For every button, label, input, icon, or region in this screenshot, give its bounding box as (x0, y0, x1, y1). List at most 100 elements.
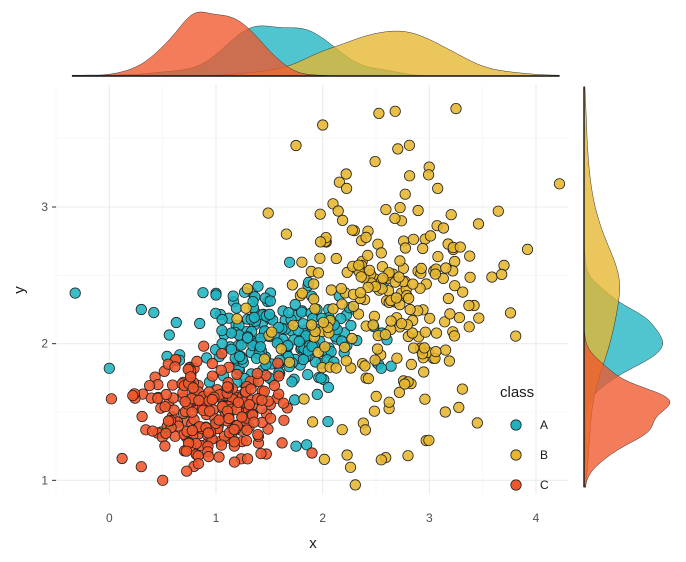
data-point (232, 396, 244, 408)
data-point (383, 396, 395, 408)
data-point (206, 357, 218, 370)
data-point (162, 415, 175, 427)
data-point (314, 252, 326, 264)
data-point (227, 290, 239, 302)
data-point (471, 417, 483, 429)
data-point (287, 319, 299, 331)
data-point (432, 182, 444, 194)
series-B (231, 103, 566, 491)
data-point (407, 233, 420, 245)
data-point (245, 383, 257, 395)
data-point (391, 352, 403, 364)
data-point (192, 458, 204, 470)
data-point (419, 393, 431, 405)
data-point (266, 326, 278, 338)
data-point (135, 461, 147, 473)
data-point (496, 268, 508, 280)
data-point (404, 303, 416, 316)
data-point (103, 362, 115, 374)
data-point (280, 228, 292, 240)
data-point (216, 313, 228, 326)
data-point (394, 202, 406, 214)
data-point (317, 316, 329, 328)
data-point (317, 119, 329, 131)
x-axis-ticks: 0 1 2 3 4 (106, 511, 540, 525)
data-point (336, 298, 348, 310)
data-point (204, 405, 216, 417)
data-point (322, 415, 334, 428)
data-point (330, 252, 342, 265)
data-point (327, 303, 339, 315)
x-tick-label: 0 (106, 511, 113, 525)
data-point (457, 286, 469, 298)
data-point (417, 242, 429, 255)
data-point (430, 327, 443, 339)
data-point (359, 360, 371, 372)
series-C (105, 340, 318, 486)
data-point (330, 362, 342, 374)
data-point (406, 327, 418, 339)
data-point (228, 423, 240, 435)
data-point (318, 453, 330, 465)
data-point (380, 204, 392, 216)
data-point (393, 271, 405, 283)
data-point (242, 453, 254, 465)
data-point (352, 308, 365, 320)
data-point (359, 424, 371, 436)
data-point (293, 335, 305, 347)
data-point (392, 143, 404, 155)
data-point (439, 406, 451, 418)
data-point (403, 292, 415, 304)
data-point (339, 341, 351, 353)
data-point (234, 350, 246, 363)
data-point (223, 412, 235, 425)
data-point (306, 447, 318, 459)
data-point (362, 249, 374, 261)
data-point (169, 361, 181, 373)
data-point (191, 355, 203, 367)
data-point (277, 397, 290, 409)
data-point (363, 264, 376, 276)
legend-label-C: C (540, 478, 549, 492)
data-point (302, 368, 314, 381)
data-point (221, 381, 234, 393)
data-point (449, 280, 461, 292)
data-point (332, 205, 344, 217)
data-point (375, 247, 387, 259)
data-point (228, 436, 240, 448)
data-point (198, 340, 210, 352)
data-point (345, 319, 357, 332)
data-point (213, 451, 225, 463)
data-point (424, 312, 436, 324)
data-point (228, 456, 241, 468)
data-point (278, 414, 290, 426)
data-point (255, 447, 267, 460)
data-point (167, 379, 179, 391)
data-point (347, 300, 359, 312)
data-point (325, 284, 337, 296)
data-point (395, 317, 408, 330)
data-point (492, 205, 504, 217)
y-tick-label: 3 (41, 200, 48, 214)
data-point (390, 292, 402, 304)
data-point (463, 299, 475, 312)
data-point (464, 250, 476, 262)
data-point (429, 268, 441, 280)
data-point (389, 105, 401, 117)
data-point (136, 410, 148, 423)
data-point (105, 393, 118, 405)
data-point (453, 311, 465, 324)
data-point (241, 424, 253, 436)
data-point (216, 348, 228, 360)
data-point (283, 256, 296, 268)
data-point (210, 289, 222, 301)
data-point (439, 316, 451, 328)
data-point (521, 243, 534, 255)
data-point (180, 445, 192, 457)
data-point (206, 370, 218, 382)
data-point (283, 307, 295, 319)
data-point (445, 209, 457, 221)
data-point (148, 306, 160, 319)
data-point (456, 383, 468, 395)
